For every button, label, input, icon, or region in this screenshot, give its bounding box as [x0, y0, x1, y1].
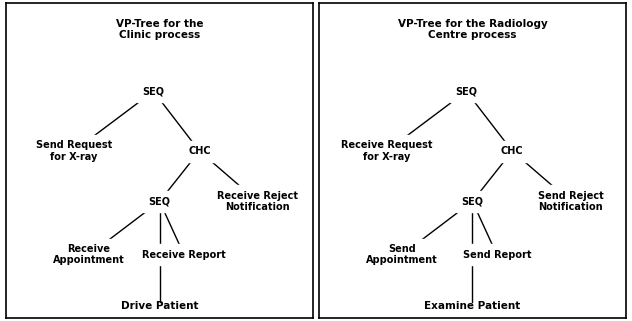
- Text: Examine Patient: Examine Patient: [424, 301, 521, 311]
- Text: Send Request
for X-ray: Send Request for X-ray: [35, 141, 112, 162]
- Text: Receive
Appointment: Receive Appointment: [53, 244, 125, 265]
- Text: Drive Patient: Drive Patient: [121, 301, 198, 311]
- Text: Send Report: Send Report: [463, 250, 531, 260]
- Text: SEQ: SEQ: [461, 196, 483, 206]
- Text: SEQ: SEQ: [455, 86, 477, 96]
- Text: Receive Report: Receive Report: [142, 250, 226, 260]
- Text: SEQ: SEQ: [149, 196, 171, 206]
- Text: Send Reject
Notification: Send Reject Notification: [538, 191, 604, 212]
- Text: Receive Reject
Notification: Receive Reject Notification: [217, 191, 298, 212]
- Text: VP-Tree for the
Clinic process: VP-Tree for the Clinic process: [116, 19, 204, 40]
- Text: SEQ: SEQ: [142, 86, 164, 96]
- Text: Send
Appointment: Send Appointment: [366, 244, 438, 265]
- Text: VP-Tree for the Radiology
Centre process: VP-Tree for the Radiology Centre process: [398, 19, 547, 40]
- Text: CHC: CHC: [501, 146, 523, 156]
- Text: CHC: CHC: [188, 146, 210, 156]
- Text: Receive Request
for X-ray: Receive Request for X-ray: [341, 141, 432, 162]
